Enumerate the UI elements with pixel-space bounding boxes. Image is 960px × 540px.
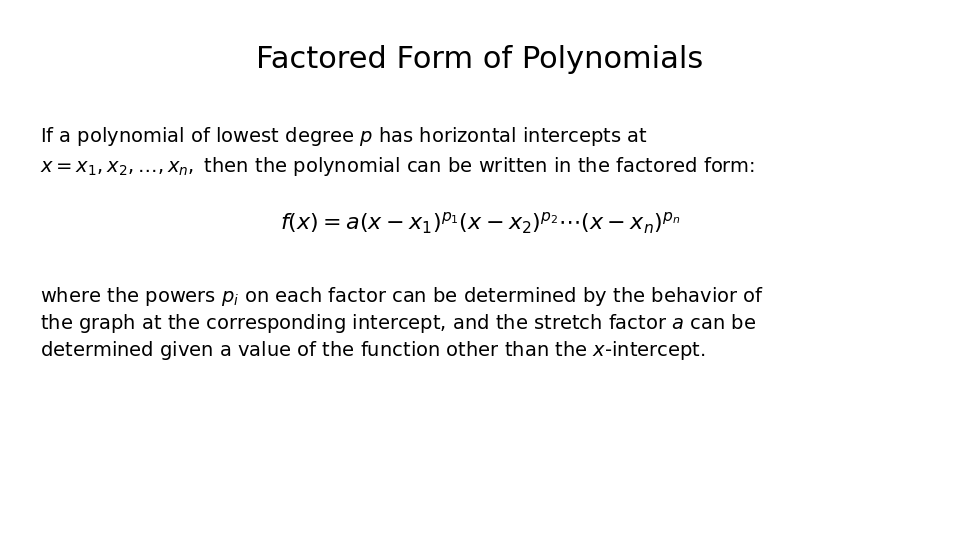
Text: $x = x_1, x_2, \ldots, x_n,$ then the polynomial can be written in the factored : $x = x_1, x_2, \ldots, x_n,$ then the po… bbox=[40, 155, 755, 178]
Text: If a polynomial of lowest degree $p$ has horizontal intercepts at: If a polynomial of lowest degree $p$ has… bbox=[40, 125, 648, 148]
Text: Factored Form of Polynomials: Factored Form of Polynomials bbox=[256, 45, 704, 74]
Text: $f(x) = a(x - x_1)^{p_1}(x - x_2)^{p_2}\cdots (x - x_n)^{p_n}$: $f(x) = a(x - x_1)^{p_1}(x - x_2)^{p_2}\… bbox=[279, 210, 681, 235]
Text: where the powers $p_i$ on each factor can be determined by the behavior of: where the powers $p_i$ on each factor ca… bbox=[40, 285, 764, 308]
Text: the graph at the corresponding intercept, and the stretch factor $a$ can be: the graph at the corresponding intercept… bbox=[40, 312, 756, 335]
Text: determined given a value of the function other than the $x$-intercept.: determined given a value of the function… bbox=[40, 339, 706, 362]
